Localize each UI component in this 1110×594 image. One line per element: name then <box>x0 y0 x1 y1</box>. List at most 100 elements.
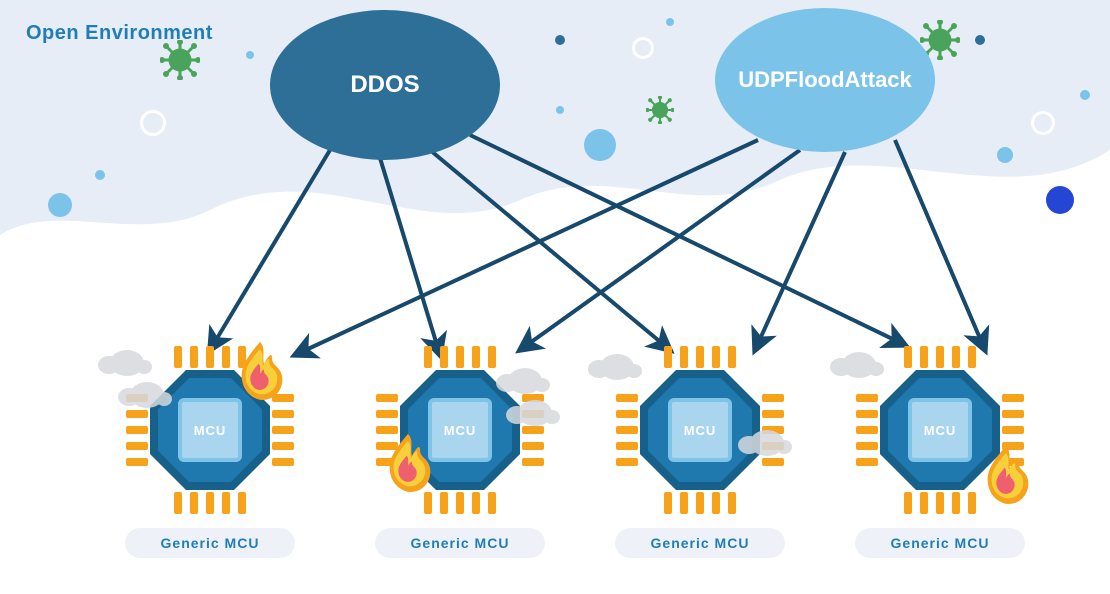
chip-pin <box>126 426 148 434</box>
attack-arrow <box>755 152 845 350</box>
chip-pin <box>856 442 878 450</box>
chip-pins-bottom <box>664 492 736 514</box>
mcu-caption: Generic MCU <box>125 528 295 558</box>
chip-pin <box>190 346 198 368</box>
chip-pin <box>190 492 198 514</box>
chip-pin <box>712 492 720 514</box>
attack-label-line: Flood <box>785 67 845 92</box>
mcu-caption: Generic MCU <box>615 528 785 558</box>
chip-pin <box>174 346 182 368</box>
chip-pin <box>376 410 398 418</box>
attack-arrow <box>380 158 440 355</box>
chip-pin <box>488 492 496 514</box>
chip-pin <box>936 492 944 514</box>
chip-pin <box>680 346 688 368</box>
chip-pin <box>424 346 432 368</box>
chip-pin <box>472 492 480 514</box>
chip-pin <box>936 346 944 368</box>
chip-core-label: MCU <box>178 398 242 462</box>
chip-pin <box>728 492 736 514</box>
chip-pin <box>856 394 878 402</box>
diagram-stage: Open Environment DDOSUDPFloodAttack MCUG… <box>0 0 1110 594</box>
chip-pin <box>424 492 432 514</box>
chip-body: MCU <box>630 360 770 500</box>
chip-pin <box>616 394 638 402</box>
attack-label-line: Attack <box>845 67 912 92</box>
smoke-icon <box>600 354 634 380</box>
chip-pin <box>904 346 912 368</box>
chip-pin <box>616 426 638 434</box>
chip-pin <box>472 346 480 368</box>
chip-pin <box>488 346 496 368</box>
chip-pin <box>456 346 464 368</box>
chip-body: MCU <box>140 360 280 500</box>
chip-pin <box>856 426 878 434</box>
chip-pin <box>272 442 294 450</box>
smoke-icon <box>518 400 552 426</box>
chip-pin <box>762 394 784 402</box>
chip-pin <box>904 492 912 514</box>
chip-pin <box>272 426 294 434</box>
chip-pin <box>238 492 246 514</box>
chip-pin <box>968 492 976 514</box>
chip-pin <box>856 410 878 418</box>
chip-pin <box>206 492 214 514</box>
chip-pin <box>272 458 294 466</box>
chip-pin <box>952 346 960 368</box>
chip-pins-right <box>272 394 294 466</box>
attack-label-line: DDOS <box>350 71 419 99</box>
chip-pin <box>522 458 544 466</box>
flame-icon <box>380 430 436 494</box>
chip-pins-bottom <box>904 492 976 514</box>
chip-pin <box>616 458 638 466</box>
smoke-icon <box>508 368 542 394</box>
chip-pins-top <box>424 346 496 368</box>
chip-pin <box>616 410 638 418</box>
attack-udp: UDPFloodAttack <box>715 8 935 152</box>
chip-core-label: MCU <box>428 398 492 462</box>
smoke-icon <box>130 382 164 408</box>
chip-core-label: MCU <box>668 398 732 462</box>
chip-pin <box>616 442 638 450</box>
chip-pin <box>680 492 688 514</box>
chip-pins-top <box>664 346 736 368</box>
mcu-caption: Generic MCU <box>375 528 545 558</box>
chip-pin <box>728 346 736 368</box>
smoke-icon <box>750 430 784 456</box>
chip-pin <box>222 492 230 514</box>
chip-pins-bottom <box>174 492 246 514</box>
attack-arrow <box>430 150 670 350</box>
chip-pin <box>174 492 182 514</box>
chip-pin <box>456 492 464 514</box>
chip-pin <box>712 346 720 368</box>
chip-pin <box>1002 426 1024 434</box>
chip-pin <box>1002 394 1024 402</box>
flame-icon <box>232 338 288 402</box>
chip-pin <box>376 394 398 402</box>
attack-arrow <box>895 140 985 350</box>
chip-body: MCU <box>870 360 1010 500</box>
smoke-icon <box>110 350 144 376</box>
chip-pin <box>206 346 214 368</box>
flame-icon <box>978 442 1034 506</box>
mcu-chip: MCUGeneric MCU <box>850 360 1030 500</box>
chip-pin <box>126 458 148 466</box>
chip-pin <box>522 442 544 450</box>
attack-arrow <box>210 150 330 350</box>
chip-pins-left <box>616 394 638 466</box>
chip-pin <box>664 346 672 368</box>
mcu-chip: MCUGeneric MCU <box>120 360 300 500</box>
attack-ddos: DDOS <box>270 10 500 160</box>
mcu-chip: MCUGeneric MCU <box>610 360 790 500</box>
chip-pins-bottom <box>424 492 496 514</box>
chip-pin <box>272 410 294 418</box>
chip-pin <box>968 346 976 368</box>
chip-pin <box>696 346 704 368</box>
chip-pin <box>440 492 448 514</box>
chip-body: MCU <box>390 360 530 500</box>
chip-pin <box>126 442 148 450</box>
smoke-icon <box>842 352 876 378</box>
chip-pin <box>522 426 544 434</box>
chip-pin <box>762 458 784 466</box>
chip-pin <box>664 492 672 514</box>
